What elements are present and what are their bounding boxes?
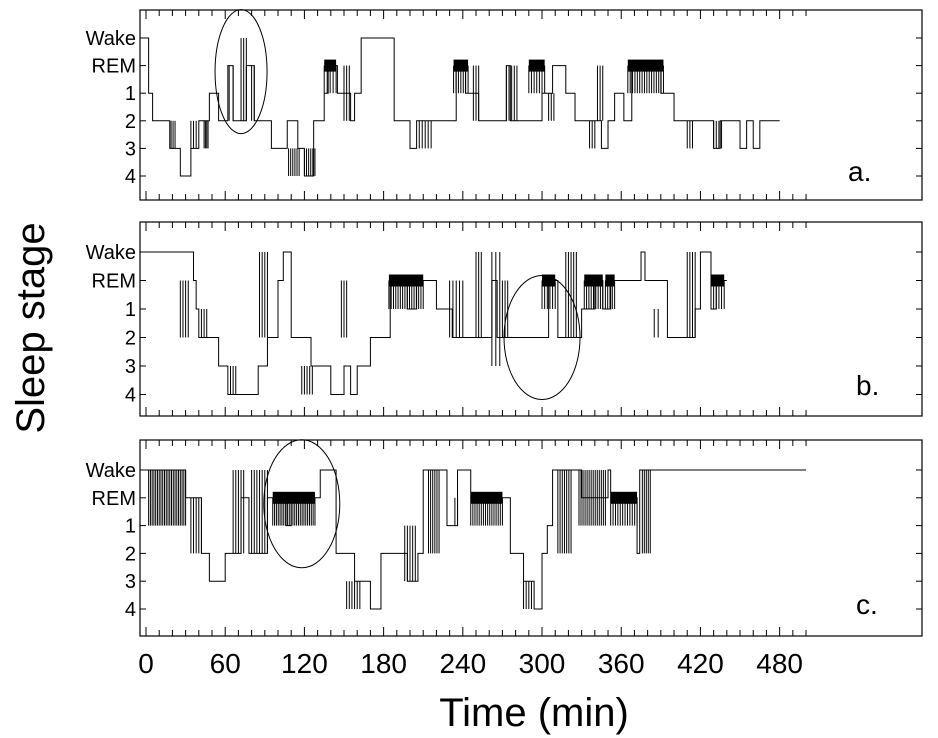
y-tick-label: 3 — [125, 356, 136, 378]
panel-a-label: a. — [848, 156, 871, 187]
x-tick-label: 240 — [439, 648, 486, 679]
y-tick-label: 1 — [125, 516, 136, 538]
rem-block — [470, 491, 503, 504]
x-tick-label: 180 — [360, 648, 407, 679]
y-tick-label: Wake — [86, 28, 136, 50]
x-tick-label: 120 — [281, 648, 328, 679]
rem-block — [610, 491, 638, 504]
rem-block — [324, 59, 337, 72]
x-tick-label: 420 — [677, 648, 724, 679]
panel-b-frame — [139, 221, 923, 417]
y-tick-label: 3 — [125, 571, 136, 593]
panel-b-label: b. — [856, 370, 879, 401]
y-tick-label: 1 — [125, 299, 136, 321]
panel-a-frame — [139, 9, 923, 201]
highlight-ellipse — [214, 9, 268, 135]
rem-block — [528, 59, 545, 72]
x-tick-label: 300 — [519, 648, 566, 679]
panel-c: c. Wake REM 1 2 3 4 — [86, 439, 923, 637]
y-tick-label: 4 — [125, 385, 136, 407]
y-axis-title: Sleep stage — [9, 222, 53, 433]
y-tick-label: 2 — [125, 543, 136, 565]
y-tick-label: 2 — [125, 111, 136, 133]
panel-a: a. Wake REM 1 2 3 4 — [86, 9, 923, 201]
y-tick-label: REM — [92, 56, 136, 78]
x-tick-label: 60 — [210, 648, 241, 679]
x-tick-label: 360 — [598, 648, 645, 679]
y-tick-label: 4 — [125, 166, 136, 188]
y-tick-label: REM — [92, 271, 136, 293]
panel-c-label: c. — [856, 589, 878, 620]
y-tick-label: Wake — [86, 460, 136, 482]
y-tick-label: 3 — [125, 138, 136, 160]
x-axis-title: Time (min) — [439, 691, 629, 735]
x-tick-label: 480 — [756, 648, 803, 679]
y-tick-label: 1 — [125, 83, 136, 105]
hypnogram-line — [146, 469, 807, 610]
rem-block — [272, 491, 315, 504]
rem-block — [388, 274, 424, 287]
rem-block — [627, 59, 664, 72]
rem-block — [584, 274, 603, 287]
rem-block — [605, 274, 615, 287]
y-tick-label: Wake — [86, 242, 136, 264]
panel-c-frame — [139, 439, 923, 637]
y-tick-label: 4 — [125, 599, 136, 621]
x-tick-label: 0 — [138, 648, 154, 679]
rem-block — [453, 59, 469, 72]
panel-b: b. Wake REM 1 2 3 4 — [86, 221, 923, 417]
highlight-ellipse — [263, 439, 341, 569]
rem-block — [710, 274, 725, 287]
highlight-ellipse — [503, 275, 581, 400]
y-tick-label: REM — [92, 488, 136, 510]
y-tick-label: 2 — [125, 328, 136, 350]
